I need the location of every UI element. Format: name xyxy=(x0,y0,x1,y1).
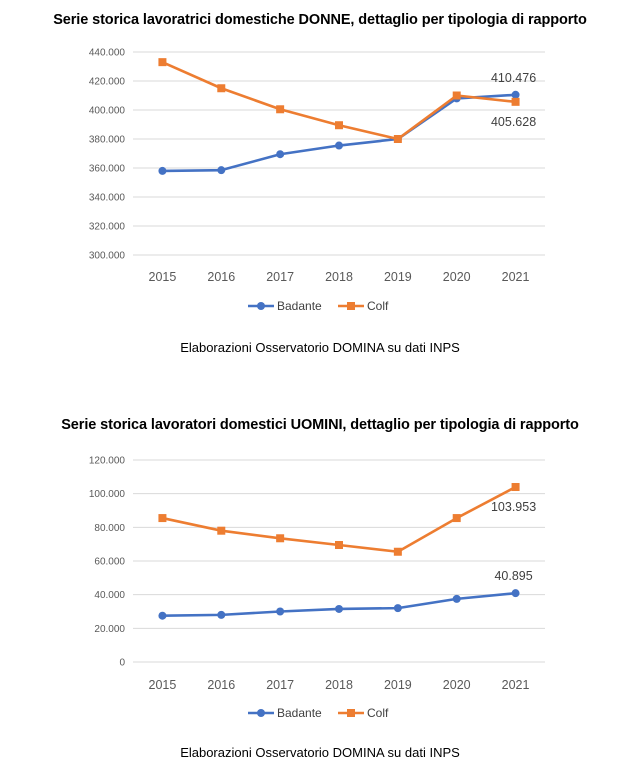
point-colf xyxy=(158,514,167,523)
chart-plot: 300.000 320.000 340.000 360.000 380.000 400.0… xyxy=(89,48,545,313)
point-colf xyxy=(276,105,285,114)
y-tick-label: 60.000 xyxy=(94,557,125,568)
point-colf xyxy=(511,483,520,492)
point-badante xyxy=(217,610,226,619)
data-label: 405.628 xyxy=(491,115,536,129)
data-label: 410.476 xyxy=(491,71,536,85)
x-tick-label: 2017 xyxy=(266,678,294,692)
y-tick-label: 120.000 xyxy=(89,456,126,467)
point-colf xyxy=(217,84,226,93)
point-colf xyxy=(511,97,520,106)
point-badante xyxy=(335,141,343,150)
y-tick-label: 0 xyxy=(119,658,125,669)
series-line-badante xyxy=(162,93,516,173)
point-badante xyxy=(335,604,343,613)
y-tick-label: 380.000 xyxy=(89,135,126,146)
x-tick-label: 2021 xyxy=(502,678,530,692)
point-badante xyxy=(276,607,285,616)
legend-marker-badante xyxy=(257,709,265,717)
data-label: 40.895 xyxy=(494,569,532,583)
chart-source: Elaborazioni Osservatorio DOMINA su dati… xyxy=(180,340,460,355)
x-tick-label: 2017 xyxy=(266,270,294,284)
y-tick-label: 340.000 xyxy=(89,193,126,204)
y-tick-label: 420.000 xyxy=(89,77,126,88)
x-tick-label: 2020 xyxy=(443,270,471,284)
y-tick-label: 320.000 xyxy=(89,222,126,233)
x-tick-label: 2015 xyxy=(149,270,177,284)
legend-label-colf: Colf xyxy=(367,706,389,720)
chart-plot: 0 20.000 40.000 60.000 80.000 100.000 120.000 2… xyxy=(89,456,545,720)
y-tick-label: 40.000 xyxy=(94,590,125,601)
legend-marker-colf xyxy=(347,709,355,717)
x-tick-label: 2016 xyxy=(207,270,235,284)
point-colf xyxy=(393,135,402,143)
y-tick-label: 360.000 xyxy=(89,164,126,175)
chart-uomini: Serie storica lavoratori domestici UOMIN… xyxy=(0,405,640,771)
point-badante xyxy=(276,150,285,159)
data-label: 103.953 xyxy=(491,500,536,514)
legend-marker-badante xyxy=(257,302,265,310)
y-tick-label: 440.000 xyxy=(89,48,126,59)
y-tick-label: 400.000 xyxy=(89,106,126,117)
point-badante xyxy=(158,611,167,620)
point-badante xyxy=(393,604,402,613)
chart-source: Elaborazioni Osservatorio DOMINA su dati… xyxy=(180,745,460,760)
point-badante xyxy=(217,166,226,175)
point-badante xyxy=(511,90,520,99)
point-colf xyxy=(452,514,461,523)
point-colf xyxy=(452,91,461,100)
y-tick-label: 80.000 xyxy=(94,523,125,534)
point-badante xyxy=(158,166,167,175)
point-colf xyxy=(217,526,226,535)
chart-donne: Serie storica lavoratrici domestiche DON… xyxy=(0,0,640,380)
y-tick-label: 20.000 xyxy=(94,624,125,635)
point-colf xyxy=(335,541,343,550)
point-colf xyxy=(335,121,343,130)
point-badante xyxy=(452,594,461,603)
y-tick-label: 300.000 xyxy=(89,251,126,262)
chart-title: Serie storica lavoratrici domestiche DON… xyxy=(53,12,587,28)
legend-label-badante: Badante xyxy=(277,706,322,720)
chart-title: Serie storica lavoratori domestici UOMIN… xyxy=(61,417,579,433)
legend-marker-colf xyxy=(347,302,355,310)
x-tick-label: 2019 xyxy=(384,270,412,284)
point-badante xyxy=(511,589,520,598)
x-tick-label: 2015 xyxy=(149,678,177,692)
legend-label-colf: Colf xyxy=(367,299,389,313)
x-tick-label: 2020 xyxy=(443,678,471,692)
legend-label-badante: Badante xyxy=(277,299,322,313)
x-tick-label: 2018 xyxy=(325,270,353,284)
x-tick-label: 2021 xyxy=(502,270,530,284)
x-tick-label: 2018 xyxy=(325,678,353,692)
point-colf xyxy=(158,58,167,67)
point-colf xyxy=(276,534,285,543)
point-colf xyxy=(393,547,402,556)
x-tick-label: 2016 xyxy=(207,678,235,692)
y-tick-label: 100.000 xyxy=(89,489,126,500)
x-tick-label: 2019 xyxy=(384,678,412,692)
